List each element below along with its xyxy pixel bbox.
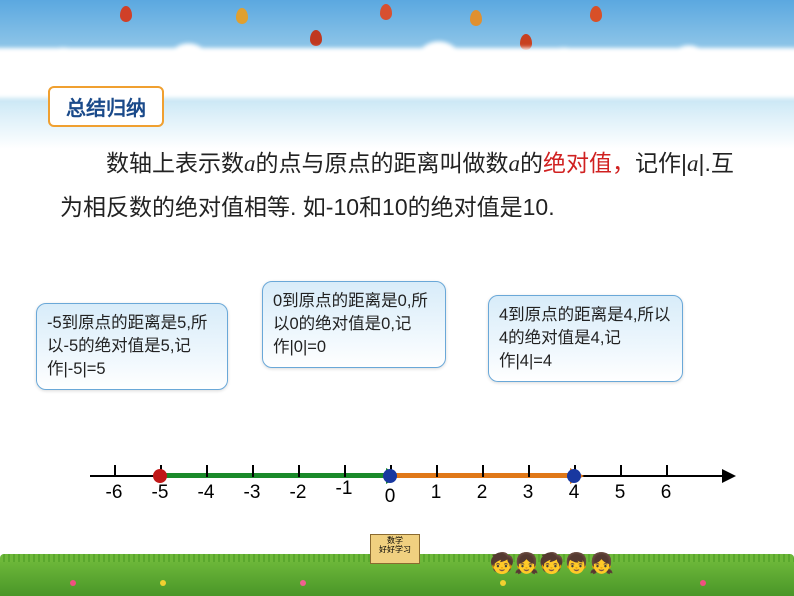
tick [252,465,254,477]
balloon-icon [590,6,602,22]
tick-label: 0 [385,486,396,508]
balloon-icon [236,8,248,24]
flower-icon [160,580,166,586]
flower-icon [300,580,306,586]
flower-icon [70,580,76,586]
tick [298,465,300,477]
tick [528,465,530,477]
tick-label: -5 [152,482,169,504]
callout-text: -5到原点的距离是5,所以-5的绝对值是5,记作|-5|=5 [47,314,207,378]
point-dot [383,469,397,483]
sky [0,0,794,60]
tick-label: -1 [336,478,353,500]
tick [482,465,484,477]
body-paragraph: 数轴上表示数a的点与原点的距离叫做数a的绝对值，记作|a|.互为相反数的绝对值相… [60,142,734,229]
tick-label: 2 [477,482,488,504]
kids-decor: 🧒👧🧒👦👧 [489,551,614,576]
axis-arrow-icon [722,469,736,483]
tick [620,465,622,477]
var-a: a [509,151,521,176]
number-line: -6 -5 -4 -3 -2 -1 0 1 2 3 4 5 6 [90,460,734,540]
balloon-icon [470,10,482,26]
para-text: 记作| [635,150,687,176]
tick [206,465,208,477]
grass-footer [0,560,794,596]
callout-text: 0到原点的距离是0,所以0的绝对值是0,记作|0|=0 [273,292,428,356]
tick [436,465,438,477]
tick-label: 6 [661,482,672,504]
point-dot [567,469,581,483]
point-dot [153,469,167,483]
tick [344,465,346,477]
para-red: 绝对值， [543,150,635,176]
balloon-icon [380,4,392,20]
tick [666,465,668,477]
tick [114,465,116,477]
para-text: 的点与原点的距离叫做数 [256,150,509,176]
balloon-icon [120,6,132,22]
tick-label: 1 [431,482,442,504]
callout-right: 4到原点的距离是4,所以4的绝对值是4,记作|4|=4 [488,295,683,382]
callout-middle: 0到原点的距离是0,所以0的绝对值是0,记作|0|=0 [262,281,446,368]
segment [160,473,390,478]
callout-left: -5到原点的距离是5,所以-5的绝对值是5,记作|-5|=5 [36,303,228,390]
flower-icon [500,580,506,586]
flower-icon [700,580,706,586]
tick-label: -4 [198,482,215,504]
tick-label: -2 [290,482,307,504]
para-text: 数轴上表示数 [106,150,244,176]
tick-label: -3 [244,482,261,504]
tick-label: 4 [569,482,580,504]
var-a: a [687,151,699,176]
para-text: 的 [520,150,543,176]
tick-label: 5 [615,482,626,504]
tick-label: -6 [106,482,123,504]
var-a: a [244,151,256,176]
sign-decor: 数学好好学习 [370,534,420,564]
callout-text: 4到原点的距离是4,所以4的绝对值是4,记作|4|=4 [499,306,670,370]
tick-label: 3 [523,482,534,504]
section-title: 总结归纳 [48,86,164,127]
